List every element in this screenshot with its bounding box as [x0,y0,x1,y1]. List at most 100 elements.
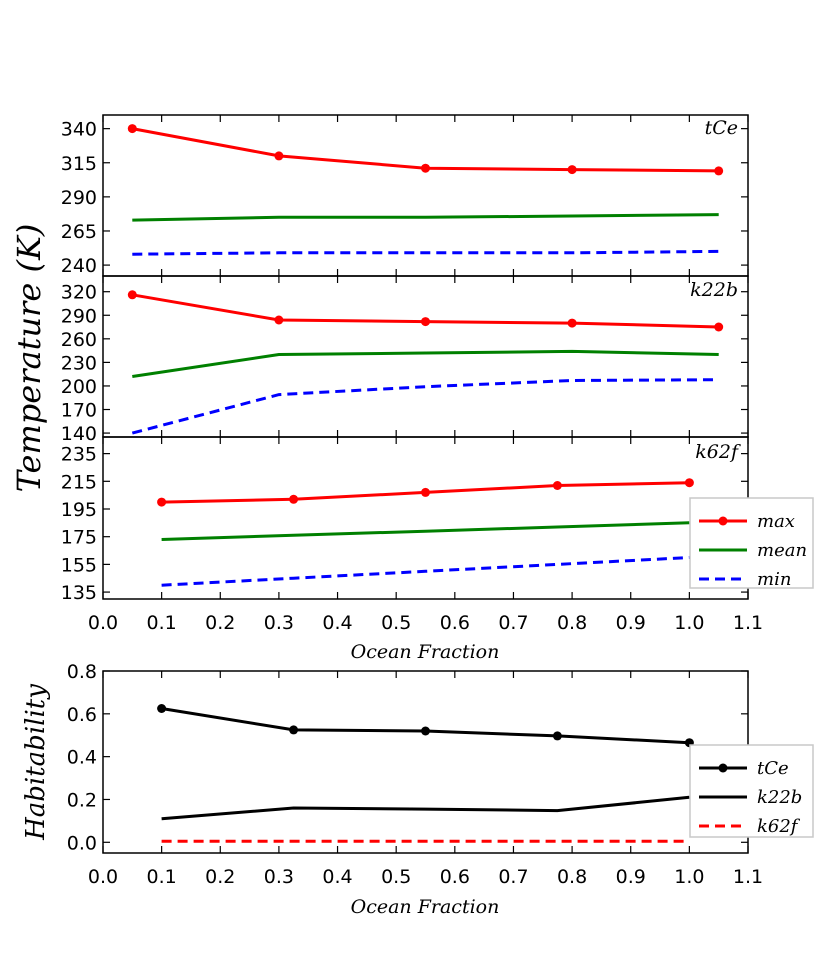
tce-ytick-label-2: 290 [61,187,97,209]
k22b-series-max-point-3 [567,318,577,328]
k62f-series-max-point-4 [684,478,694,488]
habitability-xtick-label-6: 0.6 [440,866,470,888]
k62f-ytick-label-2: 175 [61,527,97,549]
k22b-ytick-label-2: 200 [61,376,97,398]
k62f-series-mean-line [161,521,690,541]
habitability-axis-label: Habitability [21,684,51,841]
habitability-series-tce-line [161,707,690,745]
k22b-ytick-label-5: 290 [61,305,97,327]
panel-habitability: 0.0 0.2 0.4 0.6 0.8 0.0 0.1 0.2 0.3 0.4 0.5 0.6 0.7 0… [67,661,763,888]
k62f-xtick-label-10: 1.0 [674,612,704,634]
tce-series-max-point-2 [421,163,430,173]
habitability-xtick-label-5: 0.5 [381,866,411,888]
k22b-series-max-point-1 [274,315,284,325]
tce-series-max-point-1 [274,151,284,161]
k22b-ytick-label-6: 320 [61,282,97,304]
k62f-xtick-label-3: 0.3 [264,612,294,634]
panel-k62f: 135 155 175 195 215 235 0.0 0.1 0.2 0.3 0.4 0.5 0.6 0… [61,437,763,634]
tce-ytick-label-1: 265 [61,221,97,243]
habitability-ytick-label-2: 0.4 [67,747,97,769]
habitability-xtick-label-9: 0.9 [616,866,646,888]
k22b-series-max-point-4 [714,322,724,332]
temperature-x-axis-label: Ocean Fraction [351,641,500,663]
habitability-series-tce-point-2 [421,726,430,736]
tce-ytick-label-4: 340 [61,119,97,141]
tce-ytick-label-0: 240 [61,255,97,277]
panel-label-k62f: k62f [695,441,741,463]
habitability-series-tce-point-0 [157,704,167,713]
k22b-ytick-label-0: 140 [61,423,97,445]
k22b-series-max-point-0 [127,290,137,300]
k22b-series-max-point-2 [421,317,430,327]
tce-series-mean-line [132,213,719,222]
k62f-ytick-label-1: 155 [61,554,97,576]
k62f-xtick-label-5: 0.5 [381,612,411,634]
tce-series-max-point-0 [127,124,137,134]
habitability-legend-entry-k22b: k22b [757,787,802,808]
habitability-xtick-label-3: 0.3 [264,866,294,888]
k62f-xtick-label-8: 0.8 [557,612,587,634]
panel-tce: 240 265 290 315 340 [61,115,749,277]
habitability-ytick-label-1: 0.2 [67,789,97,811]
k62f-ytick-label-3: 195 [61,499,97,521]
k22b-series-mean-line [132,349,719,378]
habitability-xtick-label-8: 0.8 [557,866,587,888]
k62f-xtick-label-11: 1.1 [733,612,763,634]
habitability-xtick-label-1: 0.1 [147,866,177,888]
k62f-xtick-label-6: 0.6 [440,612,470,634]
habitability-legend-swatch-marker-tce [718,763,728,773]
habitability-ytick-label-0: 0.0 [67,832,97,854]
k62f-series-max-point-2 [421,487,430,497]
tce-series-min-line [132,249,719,256]
habitability-series-tce-point-1 [289,725,299,735]
habitability-xtick-label-0: 0.0 [88,866,118,888]
k22b-ytick-label-4: 260 [61,329,97,351]
k62f-xtick-label-4: 0.4 [322,612,352,634]
temperature-legend-box [689,497,814,589]
habitability-ytick-label-4: 0.8 [67,661,97,683]
k62f-xtick-label-9: 0.9 [616,612,646,634]
temperature-axis-label: Temperature (K) [10,224,48,493]
habitability-xtick-label-7: 0.7 [498,866,528,888]
temperature-legend-entry-max: max [757,511,795,532]
habitability-legend: tCe k22b k62f [689,744,814,838]
habitability-legend-entry-tce: tCe [757,758,789,779]
k22b-ytick-label-3: 230 [61,352,97,374]
habitability-xtick-label-4: 0.4 [322,866,352,888]
k62f-series-min-line [161,556,690,587]
k62f-ytick-label-4: 215 [61,471,97,493]
k22b-series-min-line [131,378,719,435]
panel-k62f-frame [102,436,749,600]
temperature-legend-entry-mean: mean [757,540,807,561]
panel-label-tce: tCe [705,117,738,139]
temperature-legend: max mean min [689,497,814,590]
k62f-series-max-point-1 [289,494,299,504]
habitability-xtick-label-10: 1.0 [674,866,704,888]
habitability-xtick-label-2: 0.2 [205,866,235,888]
habitability-series-tce-point-3 [552,731,562,741]
temperature-legend-swatch-marker-max [718,516,728,526]
k62f-ytick-label-5: 235 [61,444,97,466]
habitability-series-k22b-line [161,795,690,821]
habitability-legend-entry-k62f: k62f [757,816,801,837]
k22b-ytick-label-1: 170 [61,400,97,422]
panel-label-k22b: k22b [690,279,738,301]
tce-series-max-point-4 [714,166,724,176]
k62f-ytick-label-0: 135 [61,582,97,604]
k62f-series-max-point-0 [157,497,167,507]
habitability-x-axis-label: Ocean Fraction [351,896,500,918]
habitability-xtick-label-11: 1.1 [733,866,763,888]
k62f-xtick-label-7: 0.7 [498,612,528,634]
tce-series-max-point-3 [567,165,577,175]
k62f-xtick-label-0: 0.0 [88,612,118,634]
k62f-xtick-label-1: 0.1 [147,612,177,634]
tce-ytick-label-3: 315 [61,153,97,175]
k62f-series-max-point-3 [552,481,562,490]
habitability-frame [102,670,749,854]
habitability-legend-box [689,744,814,838]
panel-k22b-frame [102,275,749,438]
temperature-legend-entry-min: min [757,569,791,590]
k62f-xtick-label-2: 0.2 [205,612,235,634]
